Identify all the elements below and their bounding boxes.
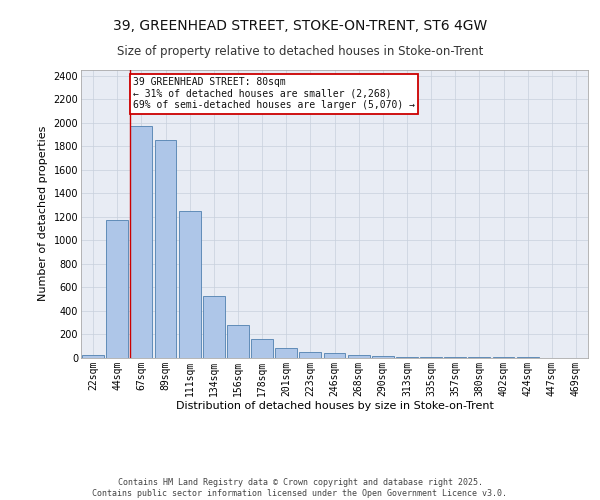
Text: Contains HM Land Registry data © Crown copyright and database right 2025.
Contai: Contains HM Land Registry data © Crown c…: [92, 478, 508, 498]
Bar: [82, 355, 104, 358]
Bar: [106, 220, 128, 358]
Bar: [203, 296, 224, 358]
Bar: [299, 352, 321, 358]
Text: 39 GREENHEAD STREET: 80sqm
← 31% of detached houses are smaller (2,268)
69% of s: 39 GREENHEAD STREET: 80sqm ← 31% of deta…: [133, 77, 415, 110]
Text: 39, GREENHEAD STREET, STOKE-ON-TRENT, ST6 4GW: 39, GREENHEAD STREET, STOKE-ON-TRENT, ST…: [113, 18, 487, 32]
Bar: [348, 354, 370, 358]
Bar: [130, 126, 152, 358]
Bar: [372, 356, 394, 358]
Bar: [251, 340, 273, 357]
Y-axis label: Number of detached properties: Number of detached properties: [38, 126, 48, 302]
Bar: [179, 212, 200, 358]
Bar: [227, 325, 249, 358]
X-axis label: Distribution of detached houses by size in Stoke-on-Trent: Distribution of detached houses by size …: [176, 401, 493, 411]
Text: Size of property relative to detached houses in Stoke-on-Trent: Size of property relative to detached ho…: [117, 44, 483, 58]
Bar: [275, 348, 297, 358]
Bar: [323, 354, 346, 358]
Bar: [396, 357, 418, 358]
Bar: [155, 140, 176, 358]
